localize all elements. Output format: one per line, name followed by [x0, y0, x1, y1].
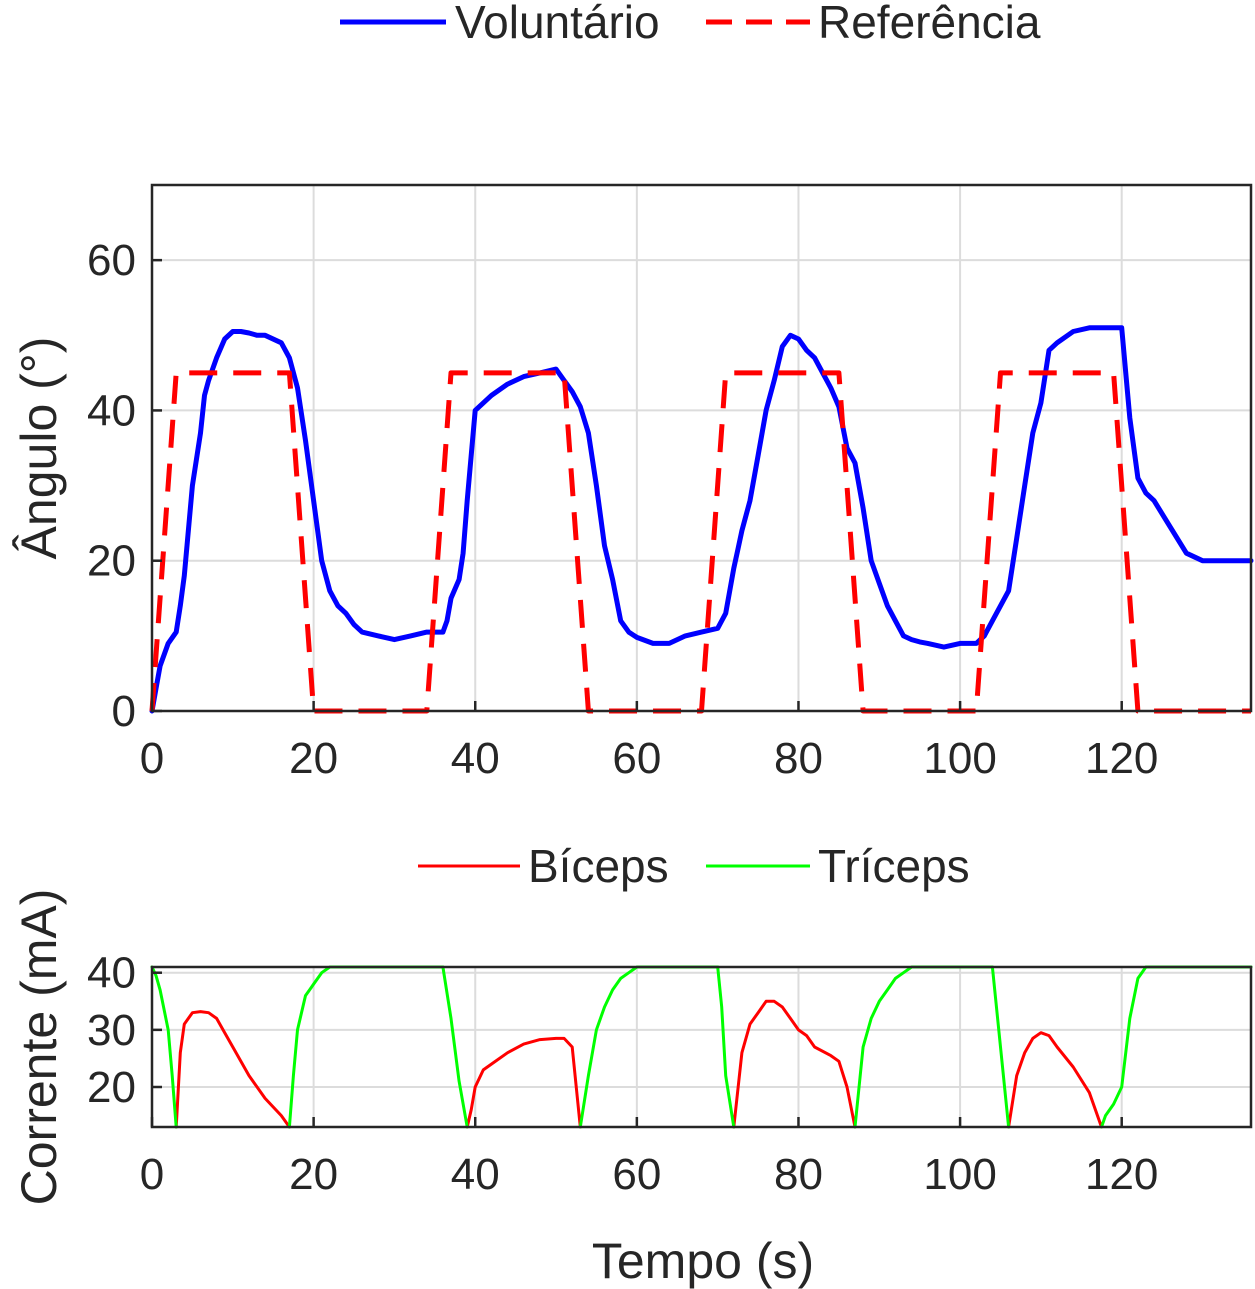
legend-triceps-label: Tríceps	[818, 840, 970, 892]
series-voluntario-line	[149, 325, 1254, 714]
x-axis-label-time: Tempo (s)	[592, 1233, 814, 1289]
series-triceps-line	[990, 965, 1011, 1129]
plot-current-frame	[150, 965, 1253, 1129]
x-tick-label: 80	[774, 1150, 823, 1199]
x-tick-label: 20	[289, 1150, 338, 1199]
y-tick-label: 40	[87, 949, 136, 998]
y-tick-label: 30	[87, 1006, 136, 1055]
series-triceps-line	[150, 965, 178, 1129]
x-tick-label: 120	[1085, 734, 1158, 783]
y-tick-label: 20	[87, 537, 136, 586]
series-biceps-line	[465, 1036, 582, 1129]
lines-top	[149, 325, 1254, 714]
x-tick-label: 0	[140, 1150, 164, 1199]
series-biceps-line	[1007, 1031, 1103, 1129]
y-tick-label: 0	[112, 687, 136, 736]
legend-voluntario-label: Voluntário	[455, 0, 660, 48]
y-tick-label: 20	[87, 1063, 136, 1112]
x-tick-label: 100	[923, 734, 996, 783]
plot-angle: 0 20 40 60 80 100 120 0 20 40 60 Ângulo (°)	[11, 183, 1254, 783]
y-tick-label: 60	[87, 236, 136, 285]
grid-top	[152, 185, 1251, 711]
x-tick-label: 100	[923, 1150, 996, 1199]
legend-biceps-label: Bíceps	[528, 840, 669, 892]
x-tick-label: 40	[451, 1150, 500, 1199]
series-triceps-line	[287, 965, 445, 1129]
series-triceps-line	[578, 965, 720, 1129]
series-biceps-line	[174, 1010, 291, 1129]
y-axis-label-angle: Ângulo (°)	[11, 337, 67, 560]
x-tick-label: 120	[1085, 1150, 1158, 1199]
grid-bottom	[152, 967, 1251, 1127]
series-triceps-line	[441, 965, 469, 1129]
series-triceps-line	[853, 965, 994, 1129]
y-axis-label-current: Corrente (mA)	[11, 889, 67, 1206]
series-biceps-line	[732, 999, 857, 1129]
legend-bottom: Bíceps Tríceps	[418, 840, 970, 892]
plot-angle-frame	[150, 183, 1253, 713]
x-tick-label: 20	[289, 734, 338, 783]
x-tick-label: 80	[774, 734, 823, 783]
y-tick-label: 40	[87, 386, 136, 435]
x-tick-label: 60	[612, 1150, 661, 1199]
series-triceps-line	[1100, 965, 1253, 1129]
ticks-top: 0 20 40 60 80 100 120 0 20 40 60	[87, 236, 1158, 783]
legend-referencia-label: Referência	[818, 0, 1041, 48]
series-triceps-line	[716, 965, 736, 1129]
x-tick-label: 40	[451, 734, 500, 783]
lines-bottom	[150, 965, 1253, 1129]
legend-top: Voluntário Referência	[340, 0, 1041, 48]
x-tick-label: 60	[612, 734, 661, 783]
x-tick-label: 0	[140, 734, 164, 783]
